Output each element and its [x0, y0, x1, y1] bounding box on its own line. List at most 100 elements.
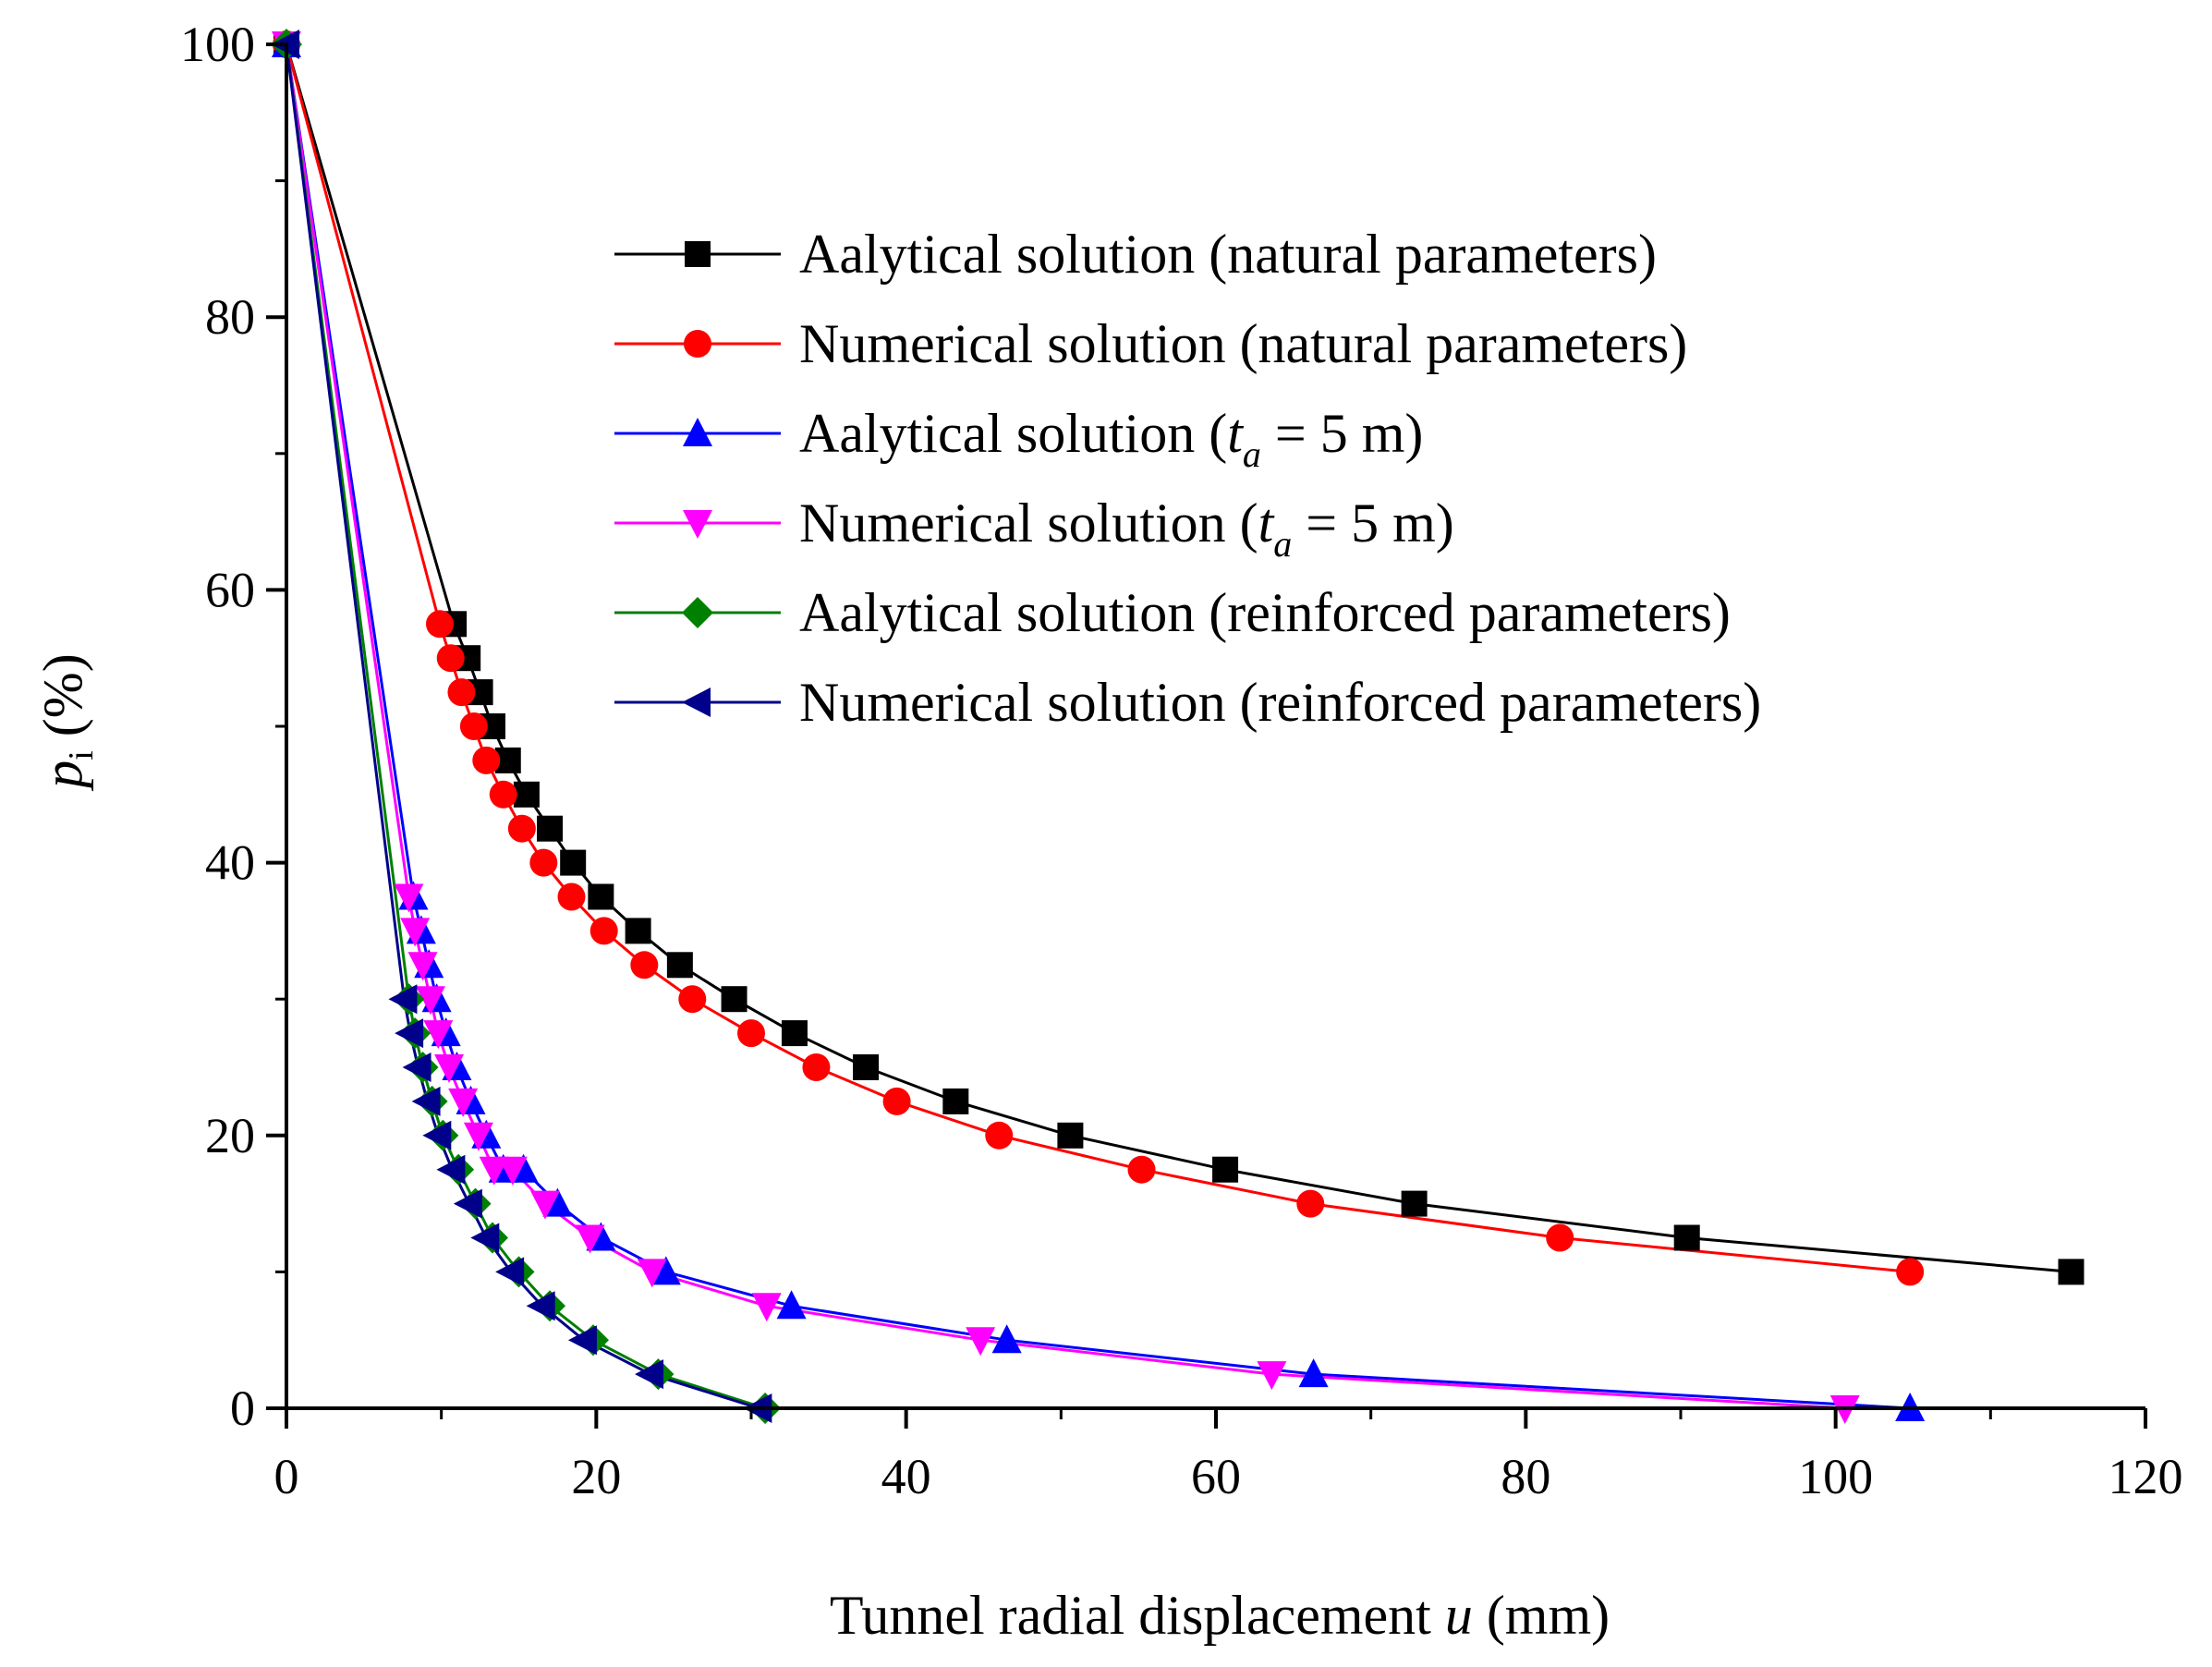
- data-point-numerical-solution-t-a-5-m: [479, 1156, 509, 1186]
- data-point-numerical-solution-reinforced-parameters: [635, 1359, 664, 1390]
- data-point-numerical-solution-natural-parameters: [802, 1053, 831, 1081]
- legend-item-numerical-solution-reinforced-parameters: Numerical solution (reinforced parameter…: [614, 672, 1761, 733]
- legend-label: Numerical solution (natural parameters): [799, 313, 1687, 374]
- data-point-aalytical-solution-natural-parameters: [1401, 1190, 1428, 1217]
- legend-item-aalytical-solution-natural-parameters: Aalytical solution (natural parameters): [614, 224, 1657, 285]
- legend-marker: [682, 687, 711, 717]
- data-point-numerical-solution-t-a-5-m: [966, 1327, 996, 1357]
- data-point-aalytical-solution-natural-parameters: [666, 952, 693, 979]
- x-tick-label: 100: [1798, 1449, 1873, 1504]
- legend-item-numerical-solution-t-a-5-m: Numerical solution (ta = 5 m): [614, 493, 1454, 565]
- data-point-numerical-solution-reinforced-parameters: [567, 1325, 597, 1356]
- legend-label-subscript: a: [1273, 523, 1292, 565]
- y-axis-title-subscript: i: [62, 750, 101, 760]
- y-tick-label: 100: [180, 17, 255, 72]
- legend-label: Aalytical solution (ta = 5 m): [799, 403, 1423, 475]
- data-point-numerical-solution-t-a-5-m: [448, 1088, 479, 1117]
- x-ticks: 0 20 40 60 80 100 120: [274, 1408, 2183, 1504]
- data-point-numerical-solution-natural-parameters: [1296, 1189, 1325, 1218]
- data-point-aalytical-solution-t-a-5-m: [650, 1256, 681, 1285]
- x-tick-label: 60: [1191, 1449, 1241, 1504]
- data-point-aalytical-solution-natural-parameters: [537, 815, 564, 842]
- data-point-aalytical-solution-natural-parameters: [513, 781, 540, 808]
- data-point-aalytical-solution-natural-parameters: [2058, 1259, 2084, 1285]
- data-point-numerical-solution-natural-parameters: [630, 951, 659, 980]
- x-tick-label: 20: [571, 1449, 621, 1504]
- data-point-numerical-solution-reinforced-parameters: [436, 1154, 466, 1185]
- y-tick-label: 0: [230, 1381, 255, 1436]
- data-point-aalytical-solution-natural-parameters: [625, 918, 651, 944]
- x-tick-label: 0: [274, 1449, 299, 1504]
- legend-label: Aalytical solution (natural parameters): [799, 224, 1657, 285]
- data-point-aalytical-solution-natural-parameters: [1212, 1156, 1239, 1183]
- legend-item-aalytical-solution-t-a-5-m: Aalytical solution (ta = 5 m): [614, 403, 1423, 475]
- data-point-numerical-solution-reinforced-parameters: [453, 1188, 482, 1219]
- legend-marker: [685, 241, 711, 267]
- data-point-numerical-solution-natural-parameters: [1546, 1223, 1574, 1252]
- y-axis-title-variable: p: [32, 760, 93, 792]
- x-tick-label: 120: [2109, 1449, 2183, 1504]
- data-point-aalytical-solution-t-a-5-m: [776, 1290, 807, 1320]
- legend-label-variable: t: [1258, 493, 1275, 554]
- x-tick-label: 40: [881, 1449, 931, 1504]
- x-axis-title-suffix: (mm): [1473, 1585, 1610, 1646]
- legend-marker: [684, 330, 711, 358]
- data-point-numerical-solution-reinforced-parameters: [388, 984, 418, 1015]
- legend-label-prefix: Numerical solution (: [799, 493, 1258, 554]
- data-point-numerical-solution-reinforced-parameters: [422, 1120, 452, 1150]
- data-point-numerical-solution-t-a-5-m: [434, 1054, 465, 1083]
- legend-label-suffix: = 5 m): [1261, 403, 1424, 464]
- legend-item-numerical-solution-natural-parameters: Numerical solution (natural parameters): [614, 313, 1687, 374]
- y-tick-label: 40: [205, 835, 255, 891]
- data-point-numerical-solution-natural-parameters: [436, 644, 465, 673]
- data-point-aalytical-solution-natural-parameters: [588, 883, 614, 910]
- data-point-numerical-solution-natural-parameters: [425, 610, 454, 639]
- data-point-numerical-solution-natural-parameters: [882, 1087, 911, 1115]
- data-point-numerical-solution-t-a-5-m: [400, 918, 431, 947]
- data-point-numerical-solution-t-a-5-m: [463, 1122, 493, 1151]
- data-point-numerical-solution-natural-parameters: [507, 814, 536, 843]
- x-axis-title-prefix: Tunnel radial displacement: [830, 1585, 1445, 1646]
- data-point-numerical-solution-natural-parameters: [557, 882, 586, 911]
- legend-marker: [683, 510, 712, 539]
- data-point-aalytical-solution-natural-parameters: [853, 1054, 880, 1080]
- data-point-numerical-solution-natural-parameters: [472, 746, 501, 774]
- data-point-numerical-solution-natural-parameters: [678, 985, 707, 1014]
- data-point-numerical-solution-natural-parameters: [447, 678, 476, 707]
- data-point-numerical-solution-t-a-5-m: [394, 883, 424, 913]
- data-point-numerical-solution-t-a-5-m: [497, 1156, 528, 1186]
- legend-label: Aalytical solution (reinforced parameter…: [799, 582, 1731, 643]
- data-point-aalytical-solution-natural-parameters: [1057, 1122, 1084, 1149]
- data-point-numerical-solution-t-a-5-m: [423, 1020, 454, 1050]
- data-point-aalytical-solution-natural-parameters: [781, 1020, 808, 1047]
- data-point-numerical-solution-natural-parameters: [1127, 1155, 1156, 1184]
- data-point-numerical-solution-reinforced-parameters: [470, 1223, 500, 1253]
- data-point-numerical-solution-reinforced-parameters: [395, 1018, 424, 1049]
- data-point-numerical-solution-natural-parameters: [1896, 1258, 1925, 1286]
- legend-label-prefix: Aalytical solution (: [799, 403, 1227, 464]
- data-point-aalytical-solution-natural-parameters: [1673, 1224, 1700, 1251]
- data-point-numerical-solution-natural-parameters: [489, 780, 517, 809]
- legend-label: Numerical solution (ta = 5 m): [799, 493, 1454, 565]
- y-tick-label: 20: [205, 1108, 255, 1163]
- y-axis-title: pi (%): [32, 653, 101, 792]
- data-point-numerical-solution-t-a-5-m: [751, 1293, 782, 1322]
- data-point-numerical-solution-natural-parameters: [589, 917, 618, 945]
- legend: Aalytical solution (natural parameters) N…: [614, 224, 1761, 733]
- data-point-numerical-solution-t-a-5-m: [407, 952, 438, 981]
- data-point-numerical-solution-natural-parameters: [985, 1121, 1014, 1150]
- data-point-numerical-solution-t-a-5-m: [530, 1190, 561, 1220]
- legend-label-variable: t: [1227, 403, 1244, 464]
- legend-marker: [682, 597, 713, 628]
- data-point-numerical-solution-natural-parameters: [459, 712, 488, 740]
- data-point-numerical-solution-t-a-5-m: [637, 1259, 667, 1288]
- data-point-numerical-solution-t-a-5-m: [575, 1224, 605, 1254]
- x-axis-title: Tunnel radial displacement u (mm): [830, 1585, 1610, 1646]
- plot-markers: [271, 29, 2084, 1424]
- data-point-numerical-solution-reinforced-parameters: [411, 1086, 441, 1116]
- data-point-aalytical-solution-natural-parameters: [721, 986, 747, 1013]
- data-point-numerical-solution-reinforced-parameters: [495, 1257, 525, 1287]
- y-axis-title-suffix: (%): [32, 653, 93, 750]
- data-point-numerical-solution-reinforced-parameters: [402, 1053, 431, 1082]
